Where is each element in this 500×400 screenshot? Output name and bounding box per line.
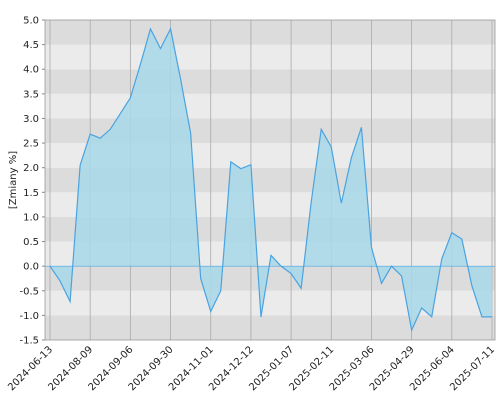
y-tick-label: 1.5 [23,188,39,199]
area-fill [50,28,492,331]
y-tick-label: -1.0 [19,311,39,322]
y-tick-label: 3.0 [23,114,39,125]
grid-band [45,315,495,340]
y-tick-label: 2.0 [23,163,39,174]
data-line [49,27,492,333]
grid-band [45,44,495,70]
y-tick-label: -0.5 [19,286,39,297]
y-tick-label: 2.5 [23,139,39,150]
y-axis-label: [Zmiany %] [8,151,19,209]
y-tick-label: 1.0 [23,212,39,223]
plot-frame [44,19,496,341]
y-tick-label: 4.5 [23,40,39,51]
y-tick-label: 0.0 [23,262,39,273]
grid-band [45,69,495,94]
grid-band [45,20,495,45]
y-tick-label: 5.0 [23,16,39,27]
y-tick-label: 0.5 [23,237,39,248]
grid-band [45,93,495,119]
y-tick-label: 3.5 [23,89,39,100]
y-tick-label: -1.5 [19,336,39,347]
y-tick-label: 4.0 [23,65,39,76]
